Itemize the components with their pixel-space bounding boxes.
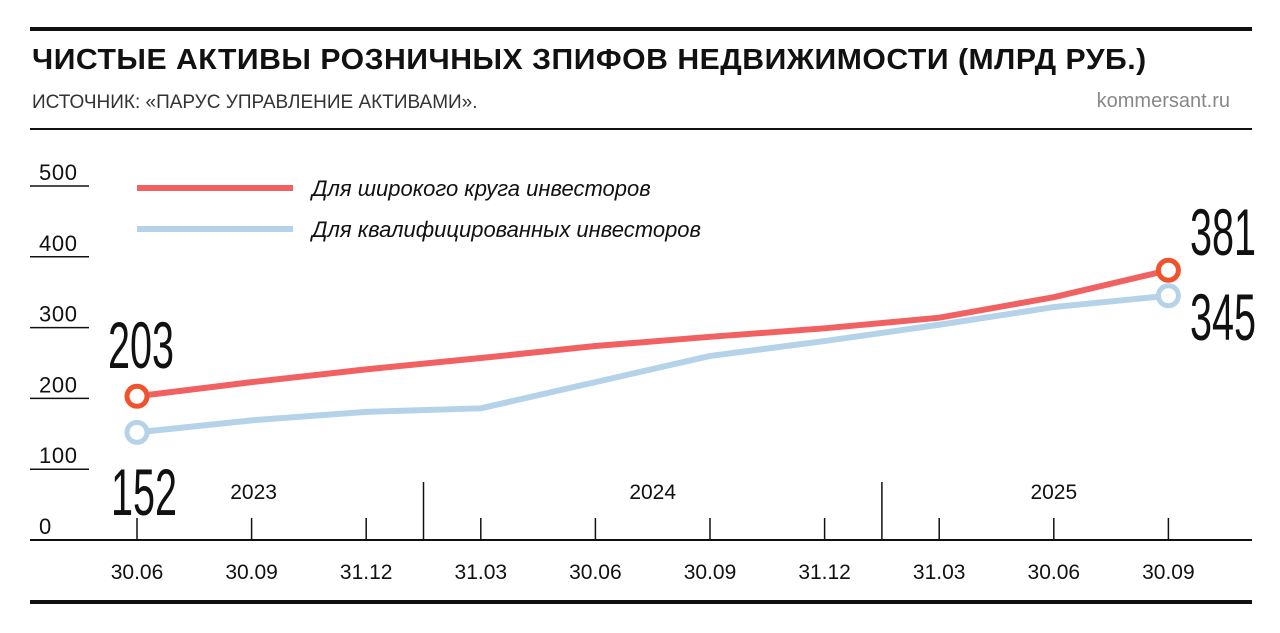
endpoint-marker: [124, 419, 150, 445]
value-label-first-red: 203: [108, 309, 174, 383]
x-tick-label: 31.03: [455, 561, 508, 584]
legend-label: Для широкого круга инвесторов: [309, 176, 651, 201]
x-tick-label: 31.12: [798, 561, 851, 584]
y-tick-label: 100: [39, 443, 77, 468]
y-tick-label: 500: [39, 160, 77, 185]
y-tick-label: 200: [39, 372, 77, 397]
series-line: [136, 267, 1170, 400]
x-tick-label: 30.09: [1142, 561, 1195, 584]
endpoint-marker: [1155, 283, 1181, 309]
year-label: 2023: [230, 481, 277, 504]
x-tick-label: 31.03: [913, 561, 966, 584]
legend-label: Для квалифицированных инвесторов: [309, 217, 701, 242]
year-label: 2024: [629, 481, 676, 504]
site-credit: kommersant.ru: [1096, 90, 1230, 112]
series-line: [136, 292, 1169, 436]
year-label: 2025: [1030, 481, 1077, 504]
top-rule: [30, 27, 1252, 31]
x-tick-label: 30.06: [1028, 561, 1081, 584]
value-label-last-blue: 345: [1190, 281, 1256, 355]
value-label-first-blue: 152: [111, 456, 177, 530]
endpoint-marker: [124, 383, 150, 409]
x-tick-label: 30.06: [569, 561, 622, 584]
x-tick-label: 30.06: [111, 561, 164, 584]
y-tick-label: 300: [39, 302, 77, 327]
bottom-rule: [30, 600, 1252, 604]
header-rule: [30, 128, 1252, 130]
x-tick-label: 30.09: [684, 561, 737, 584]
x-tick-label: 30.09: [225, 561, 278, 584]
chart-title: ЧИСТЫЕ АКТИВЫ РОЗНИЧНЫХ ЗПИФОВ НЕДВИЖИМО…: [32, 44, 1147, 76]
endpoint-marker: [1155, 257, 1181, 283]
source-note: ИСТОЧНИК: «ПАРУС УПРАВЛЕНИЕ АКТИВАМИ».: [32, 92, 478, 113]
value-label-last-red: 381: [1190, 196, 1256, 270]
y-tick-label: 400: [39, 231, 77, 256]
y-tick-label: 0: [39, 514, 51, 539]
x-tick-label: 31.12: [340, 561, 393, 584]
